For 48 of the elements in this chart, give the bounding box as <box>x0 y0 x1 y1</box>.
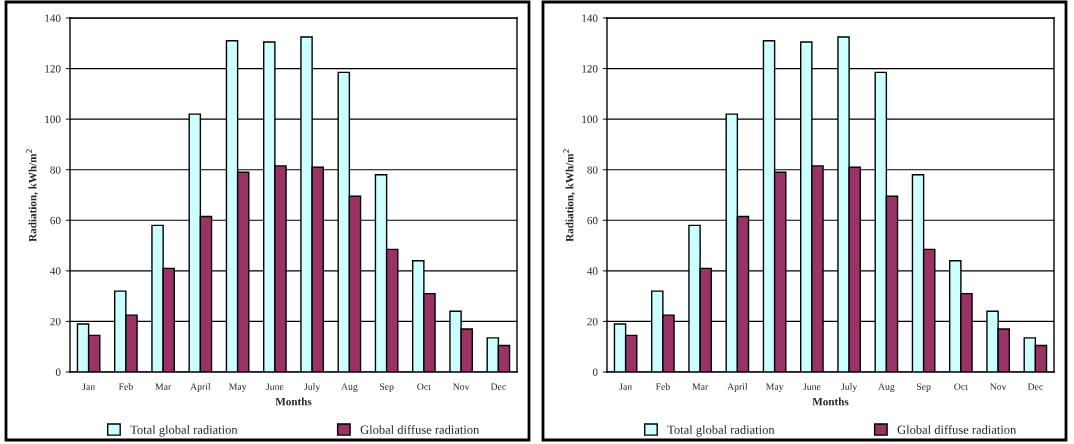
x-tick-label: Jan <box>619 383 632 390</box>
x-tick-label: April <box>727 383 748 392</box>
x-axis-title: Months <box>275 397 312 406</box>
legend-label: Global diffuse radiation <box>897 425 1017 434</box>
y-tick-label: 120 <box>45 65 61 73</box>
y-tick-label: 100 <box>582 115 598 124</box>
x-tick-label: Dec <box>490 383 506 390</box>
x-tick-label: Oct <box>954 383 968 390</box>
y-tick-label: 0 <box>55 368 61 376</box>
x-tick-label: Aug <box>341 383 358 392</box>
y-tick-label: 60 <box>50 216 61 225</box>
x-tick-label: Sep <box>379 383 394 392</box>
legend-label: Total global radiation <box>667 425 775 437</box>
y-tick-label: 0 <box>592 368 598 376</box>
legend-label: Global diffuse radiation <box>360 425 480 434</box>
x-tick-label: Nov <box>453 383 470 390</box>
x-tick-label: Feb <box>118 383 133 390</box>
x-tick-label: Mar <box>692 383 709 390</box>
x-tick-label: Jan <box>82 383 95 390</box>
y-tick-label: 80 <box>587 166 598 174</box>
y-tick-label: 40 <box>50 267 61 275</box>
y-tick-label: 60 <box>587 216 598 225</box>
y-tick-label: 100 <box>45 115 61 124</box>
y-tick-label: 40 <box>587 267 598 275</box>
x-tick-label: June <box>803 383 821 390</box>
x-axis-title: Months <box>812 397 849 406</box>
y-tick-label: 20 <box>587 317 598 326</box>
y-axis-title: Radiation, kWh/m$^{2}$ <box>26 149 39 242</box>
x-tick-label: Nov <box>990 383 1007 390</box>
y-tick-label: 140 <box>582 14 598 22</box>
x-tick-label: Oct <box>417 383 431 390</box>
x-tick-label: May <box>228 383 247 392</box>
x-tick-label: Feb <box>655 383 670 390</box>
x-tick-label: May <box>765 383 784 392</box>
x-tick-label: April <box>190 383 211 392</box>
legend-label: Total global radiation <box>130 425 238 437</box>
x-tick-label: Aug <box>878 383 895 392</box>
y-tick-label: 140 <box>45 14 61 22</box>
y-tick-label: 80 <box>50 166 61 174</box>
y-tick-label: 20 <box>50 317 61 326</box>
x-tick-label: June <box>266 383 284 390</box>
x-tick-label: July <box>304 383 321 392</box>
x-tick-label: Dec <box>1027 383 1043 390</box>
y-tick-label: 120 <box>582 65 598 73</box>
x-tick-label: Mar <box>155 383 172 390</box>
x-tick-label: Sep <box>916 383 931 392</box>
y-axis-title: Radiation, kWh/m$^{2}$ <box>563 149 576 242</box>
x-tick-label: July <box>841 383 858 392</box>
